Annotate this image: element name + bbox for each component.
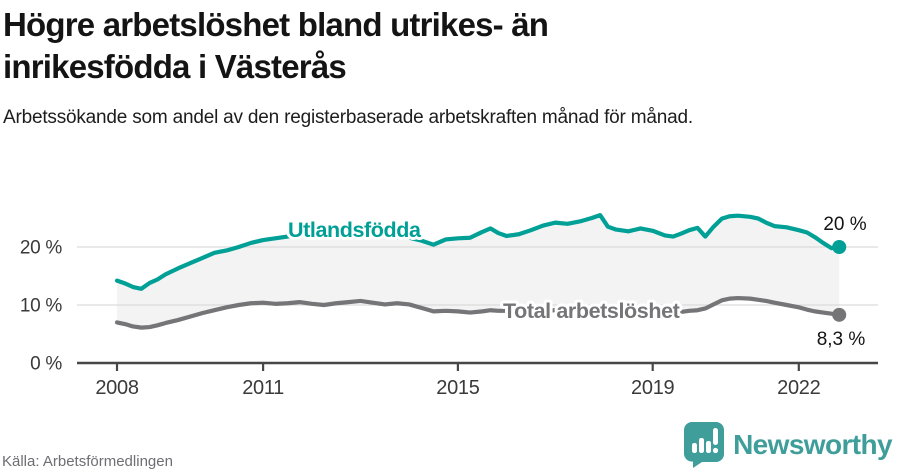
line-chart: 0 % 10 % 20 % 2008 2011 2015 2019 2022 Utlandsfö…: [20, 211, 878, 399]
total-arbetsloshet-line: [114, 295, 842, 330]
y-axis-tick-label: 10 %: [20, 296, 63, 317]
y-axis-tick-label: 20 %: [20, 238, 63, 259]
x-axis-tick-label: 2015: [436, 377, 479, 399]
x-axis-tick-label: 2008: [95, 377, 138, 399]
utlandsfodda-line: [114, 212, 842, 291]
utlandsfodda-end-dot: [832, 240, 847, 254]
x-axis-tick-label: 2019: [631, 377, 674, 399]
x-axis-tick-label: 2011: [242, 377, 284, 399]
chart-subtitle: Arbetssökande som andel av den registerb…: [3, 107, 693, 128]
x-axis-tick-label: 2022: [777, 377, 820, 399]
source-note: Källa: Arbetsförmedlingen: [2, 453, 173, 470]
y-axis-tick-label: 0 %: [30, 354, 62, 375]
newsworthy-wordmark: Newsworthy: [733, 429, 893, 460]
utlandsfodda-end-value: 20 %: [823, 214, 866, 235]
utlandsfodda-series-label: Utlandsfödda: [288, 218, 422, 242]
total-series-label: Total arbetslöshet: [503, 299, 680, 323]
newsworthy-logo: Newsworthy: [684, 422, 893, 468]
total-end-dot: [832, 307, 847, 322]
chart-title: Högre arbetslöshet bland utrikes- än inr…: [3, 6, 549, 86]
total-end-value: 8,3 %: [817, 329, 866, 350]
newsworthy-pin-icon: [684, 422, 725, 468]
series-gap-band: [117, 215, 840, 328]
